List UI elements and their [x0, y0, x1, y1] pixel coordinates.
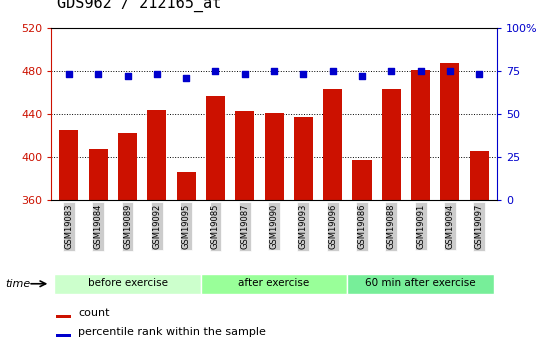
Bar: [470, 150, 489, 200]
Point: [211, 68, 220, 73]
Text: GSM19095: GSM19095: [181, 204, 191, 249]
Point: [299, 71, 308, 77]
Text: GSM19085: GSM19085: [211, 204, 220, 249]
Bar: [411, 70, 430, 200]
Text: GSM19088: GSM19088: [387, 204, 396, 249]
Bar: [89, 149, 107, 200]
Text: GSM19091: GSM19091: [416, 204, 425, 249]
Bar: [147, 110, 166, 200]
Text: GSM19090: GSM19090: [269, 204, 279, 249]
Point: [94, 71, 103, 77]
Bar: [177, 172, 195, 200]
Bar: [206, 96, 225, 200]
Text: GSM19092: GSM19092: [152, 204, 161, 249]
Text: GSM19084: GSM19084: [94, 204, 103, 249]
Text: GSM19089: GSM19089: [123, 204, 132, 249]
Text: GSM19086: GSM19086: [357, 204, 367, 249]
Text: count: count: [78, 308, 110, 318]
Text: GDS962 / 212165_at: GDS962 / 212165_at: [57, 0, 221, 12]
Bar: [235, 111, 254, 200]
Bar: [347, 274, 494, 294]
Text: GSM19094: GSM19094: [446, 204, 454, 249]
Text: GSM19096: GSM19096: [328, 204, 337, 249]
Text: GSM19087: GSM19087: [240, 204, 249, 249]
Point: [182, 75, 191, 80]
Point: [152, 71, 161, 77]
Text: GSM19083: GSM19083: [64, 204, 73, 249]
Point: [123, 73, 132, 79]
Bar: [382, 89, 401, 200]
Bar: [56, 315, 71, 317]
Point: [328, 68, 337, 73]
Text: time: time: [5, 279, 31, 289]
Text: before exercise: before exercise: [87, 278, 167, 288]
Bar: [441, 63, 460, 200]
Bar: [353, 160, 372, 200]
Bar: [54, 274, 201, 294]
Point: [446, 68, 454, 73]
Bar: [265, 113, 284, 200]
Text: 60 min after exercise: 60 min after exercise: [365, 278, 476, 288]
Point: [387, 68, 396, 73]
Bar: [118, 133, 137, 200]
Point: [416, 68, 425, 73]
Point: [357, 73, 366, 79]
Bar: [201, 274, 347, 294]
Bar: [56, 334, 71, 337]
Point: [65, 71, 73, 77]
Bar: [59, 130, 78, 200]
Text: percentile rank within the sample: percentile rank within the sample: [78, 327, 266, 337]
Point: [240, 71, 249, 77]
Text: GSM19093: GSM19093: [299, 204, 308, 249]
Bar: [294, 117, 313, 200]
Bar: [323, 89, 342, 200]
Point: [475, 71, 483, 77]
Text: GSM19097: GSM19097: [475, 204, 484, 249]
Point: [269, 68, 279, 73]
Text: after exercise: after exercise: [239, 278, 309, 288]
